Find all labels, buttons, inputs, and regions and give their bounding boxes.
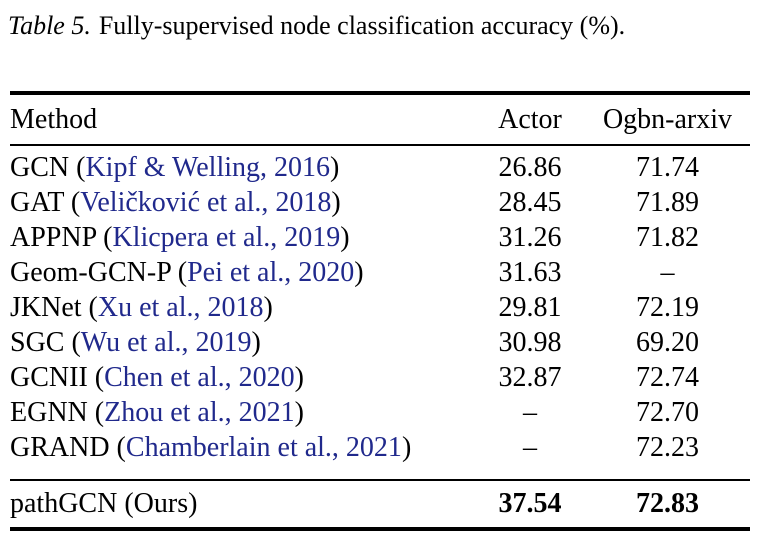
method-cell: JKNet (Xu et al., 2018) <box>10 292 475 324</box>
actor-value: – <box>523 396 537 428</box>
method-name: EGNN ( <box>10 396 105 428</box>
header-rule <box>10 144 750 146</box>
method-name: GAT ( <box>10 186 81 218</box>
citation-link[interactable]: Zhou et al., 2021 <box>104 396 295 428</box>
close-paren: ) <box>331 186 341 218</box>
caption-label: Table 5. <box>8 11 91 40</box>
ogbn-value: 72.74 <box>636 361 699 393</box>
citation-link[interactable]: Chen et al., 2020 <box>104 361 295 393</box>
citation-link[interactable]: Klicpera et al., 2019 <box>112 221 341 253</box>
results-table: Method Actor Ogbn-arxiv GCN (Kipf & Well… <box>10 91 750 531</box>
table-body: GCN (Kipf & Welling, 2016) 26.86 71.74 G… <box>10 146 750 479</box>
table-row-geom-gcn-p: Geom-GCN-P (Pei et al., 2020) 31.63 – <box>10 255 750 290</box>
method-name: GCNII ( <box>10 361 105 393</box>
close-paren: ) <box>294 361 304 393</box>
citation-link[interactable]: Chamberlain et al., 2021 <box>125 431 402 463</box>
toprule <box>10 91 750 95</box>
actor-value: – <box>523 431 537 463</box>
actor-value: 28.45 <box>498 186 562 218</box>
actor-value: 31.63 <box>498 256 562 288</box>
ogbn-value: 71.74 <box>636 151 699 183</box>
citation-link[interactable]: Wu et al., 2019 <box>80 326 252 358</box>
method-name: GRAND ( <box>10 431 126 463</box>
method-name: Geom-GCN-P ( <box>10 256 188 288</box>
bottomrule <box>10 527 750 531</box>
ogbn-value: – <box>660 256 675 288</box>
method-name: JKNet ( <box>10 291 98 323</box>
actor-value: 30.98 <box>498 326 562 358</box>
close-paren: ) <box>294 396 304 428</box>
ogbn-value-bold: 72.83 <box>636 488 699 519</box>
table-row-gcn: GCN (Kipf & Welling, 2016) 26.86 71.74 <box>10 150 750 185</box>
midrule <box>10 479 750 481</box>
method-cell: pathGCN (Ours) <box>10 488 198 519</box>
ogbn-value: 72.23 <box>636 431 699 463</box>
col-header-actor: Actor <box>498 103 562 135</box>
method-name: APPNP ( <box>10 221 113 253</box>
table-caption: Table 5. Fully-supervised node classifica… <box>8 10 625 43</box>
actor-value: 26.86 <box>498 151 562 183</box>
actor-value: 31.26 <box>498 221 562 253</box>
method-cell: GRAND (Chamberlain et al., 2021) <box>10 432 475 464</box>
ogbn-value: 72.19 <box>636 291 699 323</box>
close-paren: ) <box>340 221 350 253</box>
method-cell: Geom-GCN-P (Pei et al., 2020) <box>10 257 475 289</box>
col-header-ogbn: Ogbn-arxiv <box>602 103 733 135</box>
table-row-egnn: EGNN (Zhou et al., 2021) – 72.70 <box>10 395 750 430</box>
ogbn-value: 69.20 <box>636 326 699 358</box>
ogbn-value: 72.70 <box>636 396 699 428</box>
close-paren: ) <box>354 256 364 288</box>
method-name: GCN ( <box>10 151 86 183</box>
actor-value: 32.87 <box>498 361 562 393</box>
table-row-pathgcn-ours: pathGCN (Ours) 37.54 72.83 <box>10 481 750 527</box>
header-row: Method Actor Ogbn-arxiv <box>10 95 750 144</box>
actor-value: 29.81 <box>498 291 562 323</box>
method-cell: EGNN (Zhou et al., 2021) <box>10 397 475 429</box>
close-paren: ) <box>330 151 340 183</box>
method-cell: GCN (Kipf & Welling, 2016) <box>10 152 475 184</box>
method-cell: GCNII (Chen et al., 2020) <box>10 362 475 394</box>
ogbn-value: 71.82 <box>636 221 699 253</box>
table-row-sgc: SGC (Wu et al., 2019) 30.98 69.20 <box>10 325 750 360</box>
method-cell: SGC (Wu et al., 2019) <box>10 327 475 359</box>
ogbn-value: 71.89 <box>636 186 699 218</box>
col-header-method: Method <box>10 103 98 135</box>
caption-text: Fully-supervised node classification acc… <box>98 11 626 40</box>
close-paren: ) <box>263 291 273 323</box>
citation-link[interactable]: Kipf & Welling, 2016 <box>85 151 331 183</box>
table-row-appnp: APPNP (Klicpera et al., 2019) 31.26 71.8… <box>10 220 750 255</box>
method-name: SGC ( <box>10 326 81 358</box>
citation-link[interactable]: Pei et al., 2020 <box>187 256 355 288</box>
close-paren: ) <box>401 431 412 463</box>
method-cell: GAT (Veličković et al., 2018) <box>10 187 475 219</box>
citation-link[interactable]: Veličković et al., 2018 <box>80 186 332 218</box>
table-row-gcnii: GCNII (Chen et al., 2020) 32.87 72.74 <box>10 360 750 395</box>
citation-link[interactable]: Xu et al., 2018 <box>97 291 264 323</box>
close-paren: ) <box>251 326 261 358</box>
actor-value-bold: 37.54 <box>498 488 562 519</box>
table-row-grand: GRAND (Chamberlain et al., 2021) – 72.23 <box>10 430 750 465</box>
table-row-jknet: JKNet (Xu et al., 2018) 29.81 72.19 <box>10 290 750 325</box>
method-cell: APPNP (Klicpera et al., 2019) <box>10 222 475 254</box>
table-row-gat: GAT (Veličković et al., 2018) 28.45 71.8… <box>10 185 750 220</box>
